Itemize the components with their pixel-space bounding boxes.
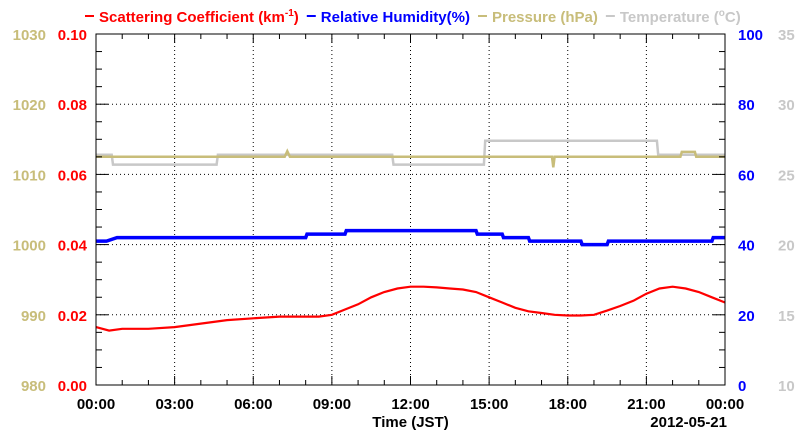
pressure-axis-tick-label: 1000: [13, 238, 46, 255]
scattering-axis-tick-label: 0.08: [58, 97, 87, 114]
grid: [96, 34, 725, 385]
temperature-axis-tick-label: 35: [778, 27, 795, 44]
x-axis-tick-label: 09:00: [313, 396, 351, 413]
legend-label-humidity: Relative Humidity(%): [321, 9, 470, 26]
x-axis-tick-label: 00:00: [77, 396, 115, 413]
temperature-axis-tick-label: 10: [778, 378, 795, 395]
x-axis-tick-label: 12:00: [391, 396, 429, 413]
humidity-axis-tick-label: 60: [738, 167, 755, 184]
series-line-temperature: [96, 139, 725, 166]
humidity-axis-tick-label: 20: [738, 308, 755, 325]
pressure-axis-tick-label: 980: [21, 378, 46, 395]
x-axis-tick-label: 18:00: [549, 396, 587, 413]
pressure-axis-tick-label: 1030: [13, 27, 46, 44]
temperature-axis-tick-label: 25: [778, 167, 795, 184]
x-axis-tick-label: 03:00: [155, 396, 193, 413]
legend-label-pressure: Pressure (hPa): [492, 9, 598, 26]
x-axis-title: Time (JST): [372, 414, 448, 431]
x-axis-tick-label: 15:00: [470, 396, 508, 413]
scattering-axis-tick-label: 0.04: [58, 238, 88, 255]
humidity-axis-tick-label: 80: [738, 97, 755, 114]
series-layer: [95, 139, 726, 332]
legend-label-scattering: Scattering Coefficient (km-1): [99, 8, 299, 26]
series-line-humidity: [96, 228, 725, 247]
humidity-axis-tick-label: 0: [738, 378, 746, 395]
axis-ticks: [95, 33, 726, 386]
pressure-axis-tick-label: 1020: [13, 97, 46, 114]
series-line-pressure: [96, 148, 725, 168]
axis-labels: 98099010001010102010300.000.020.040.060.…: [13, 27, 795, 431]
temperature-axis-tick-label: 15: [778, 308, 795, 325]
x-axis-tick-label: 21:00: [627, 396, 665, 413]
humidity-axis-tick-label: 40: [738, 238, 755, 255]
scattering-axis-tick-label: 0.00: [58, 378, 87, 395]
temperature-axis-tick-label: 20: [778, 238, 795, 255]
date-label: 2012-05-21: [650, 414, 727, 431]
pressure-axis-tick-label: 1010: [13, 167, 46, 184]
series-line-scattering: [95, 285, 726, 332]
x-axis-tick-label: 06:00: [234, 396, 272, 413]
scattering-axis-tick-label: 0.10: [58, 27, 87, 44]
pressure-axis-tick-label: 990: [21, 308, 46, 325]
legend-label-temperature: Temperature (oC): [620, 8, 741, 26]
x-axis-tick-label: 00:00: [706, 396, 744, 413]
legend: Scattering Coefficient (km-1) Relative Hu…: [85, 8, 741, 26]
scattering-axis-tick-label: 0.06: [58, 167, 87, 184]
humidity-axis-tick-label: 100: [738, 27, 763, 44]
scattering-axis-tick-label: 0.02: [58, 308, 87, 325]
temperature-axis-tick-label: 30: [778, 97, 795, 114]
